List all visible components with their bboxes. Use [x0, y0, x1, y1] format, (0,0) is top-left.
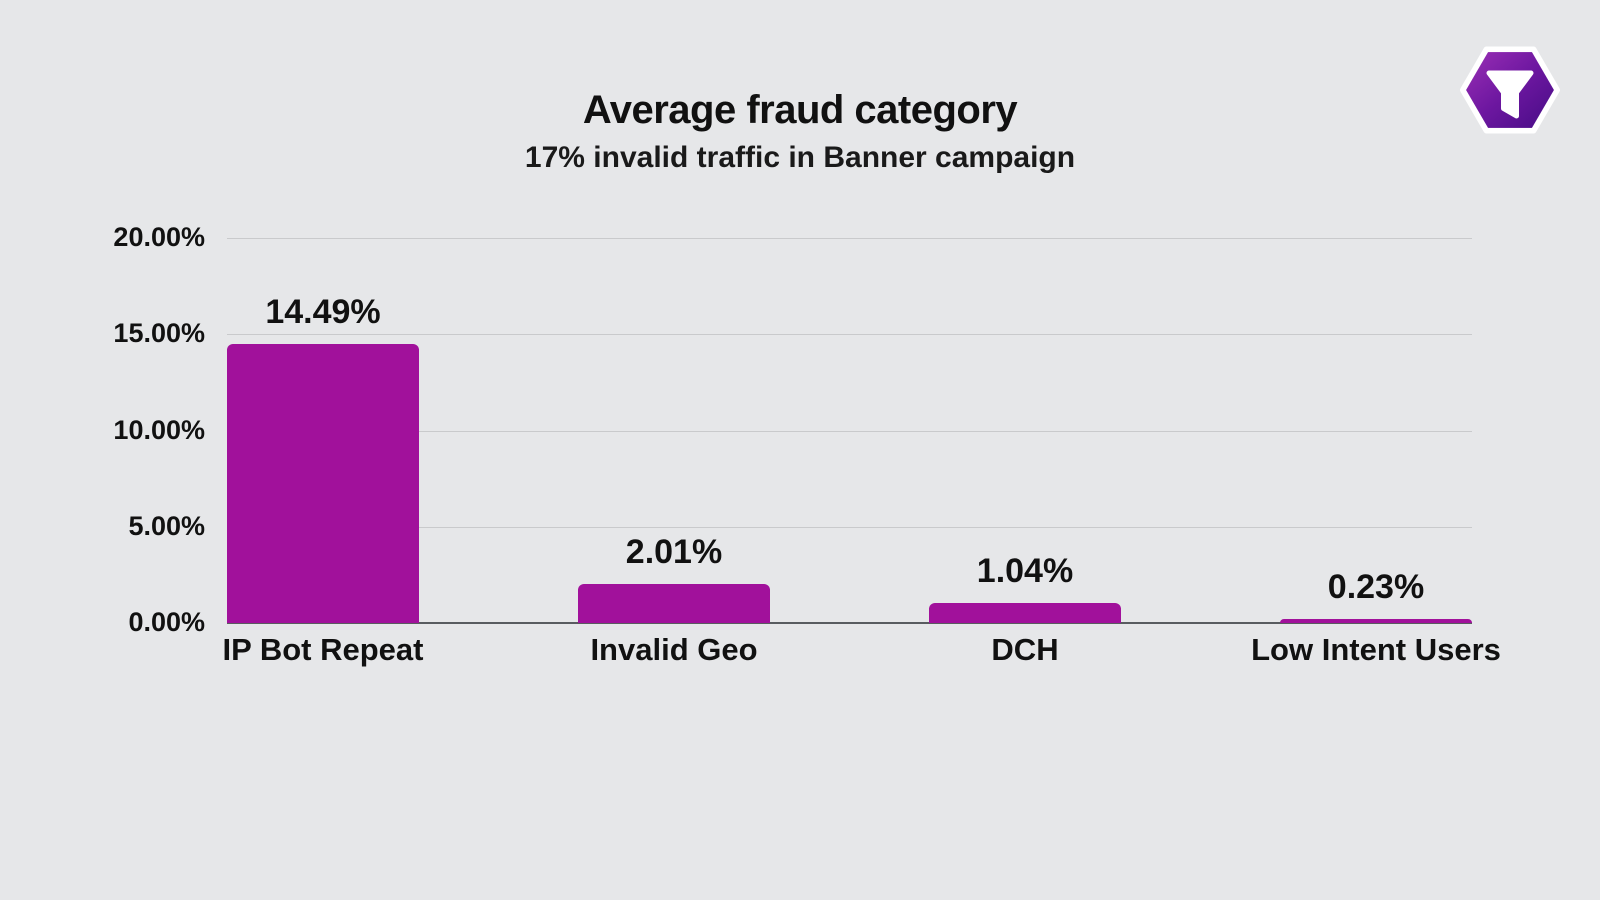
bar [578, 584, 770, 623]
y-axis-tick-label: 10.00% [113, 414, 205, 445]
x-axis-baseline [227, 622, 1472, 624]
x-axis-category-label: Low Intent Users [1251, 632, 1501, 667]
chart-header: Average fraud category 17% invalid traff… [0, 88, 1600, 175]
y-axis-tick-label: 20.00% [113, 221, 205, 252]
y-axis-tick-label: 0.00% [128, 606, 205, 637]
bar-value-label: 1.04% [976, 551, 1074, 590]
bar [929, 602, 1121, 623]
brand-logo [1460, 43, 1560, 137]
bar [1280, 618, 1472, 623]
bar-value-label: 0.23% [1327, 567, 1425, 606]
funnel-icon [1460, 46, 1560, 134]
gridline [227, 238, 1472, 239]
bar-group: 14.49% IP Bot Repeat [223, 238, 424, 667]
y-axis-tick-label: 15.00% [113, 318, 205, 349]
bar-value-label: 14.49% [265, 293, 381, 332]
y-axis-tick-label: 5.00% [128, 510, 205, 541]
chart-title: Average fraud category [582, 88, 1018, 132]
gridline [227, 526, 1472, 528]
bar [227, 344, 419, 623]
x-axis-category-label: IP Bot Repeat [222, 632, 424, 667]
chart-subtitle: 17% invalid traffic in Banner campaign [524, 141, 1076, 174]
x-axis-category-label: DCH [991, 632, 1059, 667]
gridline [227, 334, 1472, 336]
bar-group: 1.04% DCH [929, 238, 1121, 667]
bar-group: 0.23% Low Intent Users [1251, 238, 1501, 667]
bar-value-label: 2.01% [625, 533, 723, 572]
plot-area: 20.00% 15.00% 10.00% 5.00% 0.00% 14.49% IP Bot… [113, 222, 1501, 667]
bar-group: 2.01% Invalid Geo [578, 238, 770, 667]
gridline [227, 430, 1472, 432]
bars-container: 14.49% IP Bot Repeat 2.01% Invalid Geo 1.04%… [223, 238, 1501, 667]
x-axis-category-label: Invalid Geo [590, 632, 758, 667]
